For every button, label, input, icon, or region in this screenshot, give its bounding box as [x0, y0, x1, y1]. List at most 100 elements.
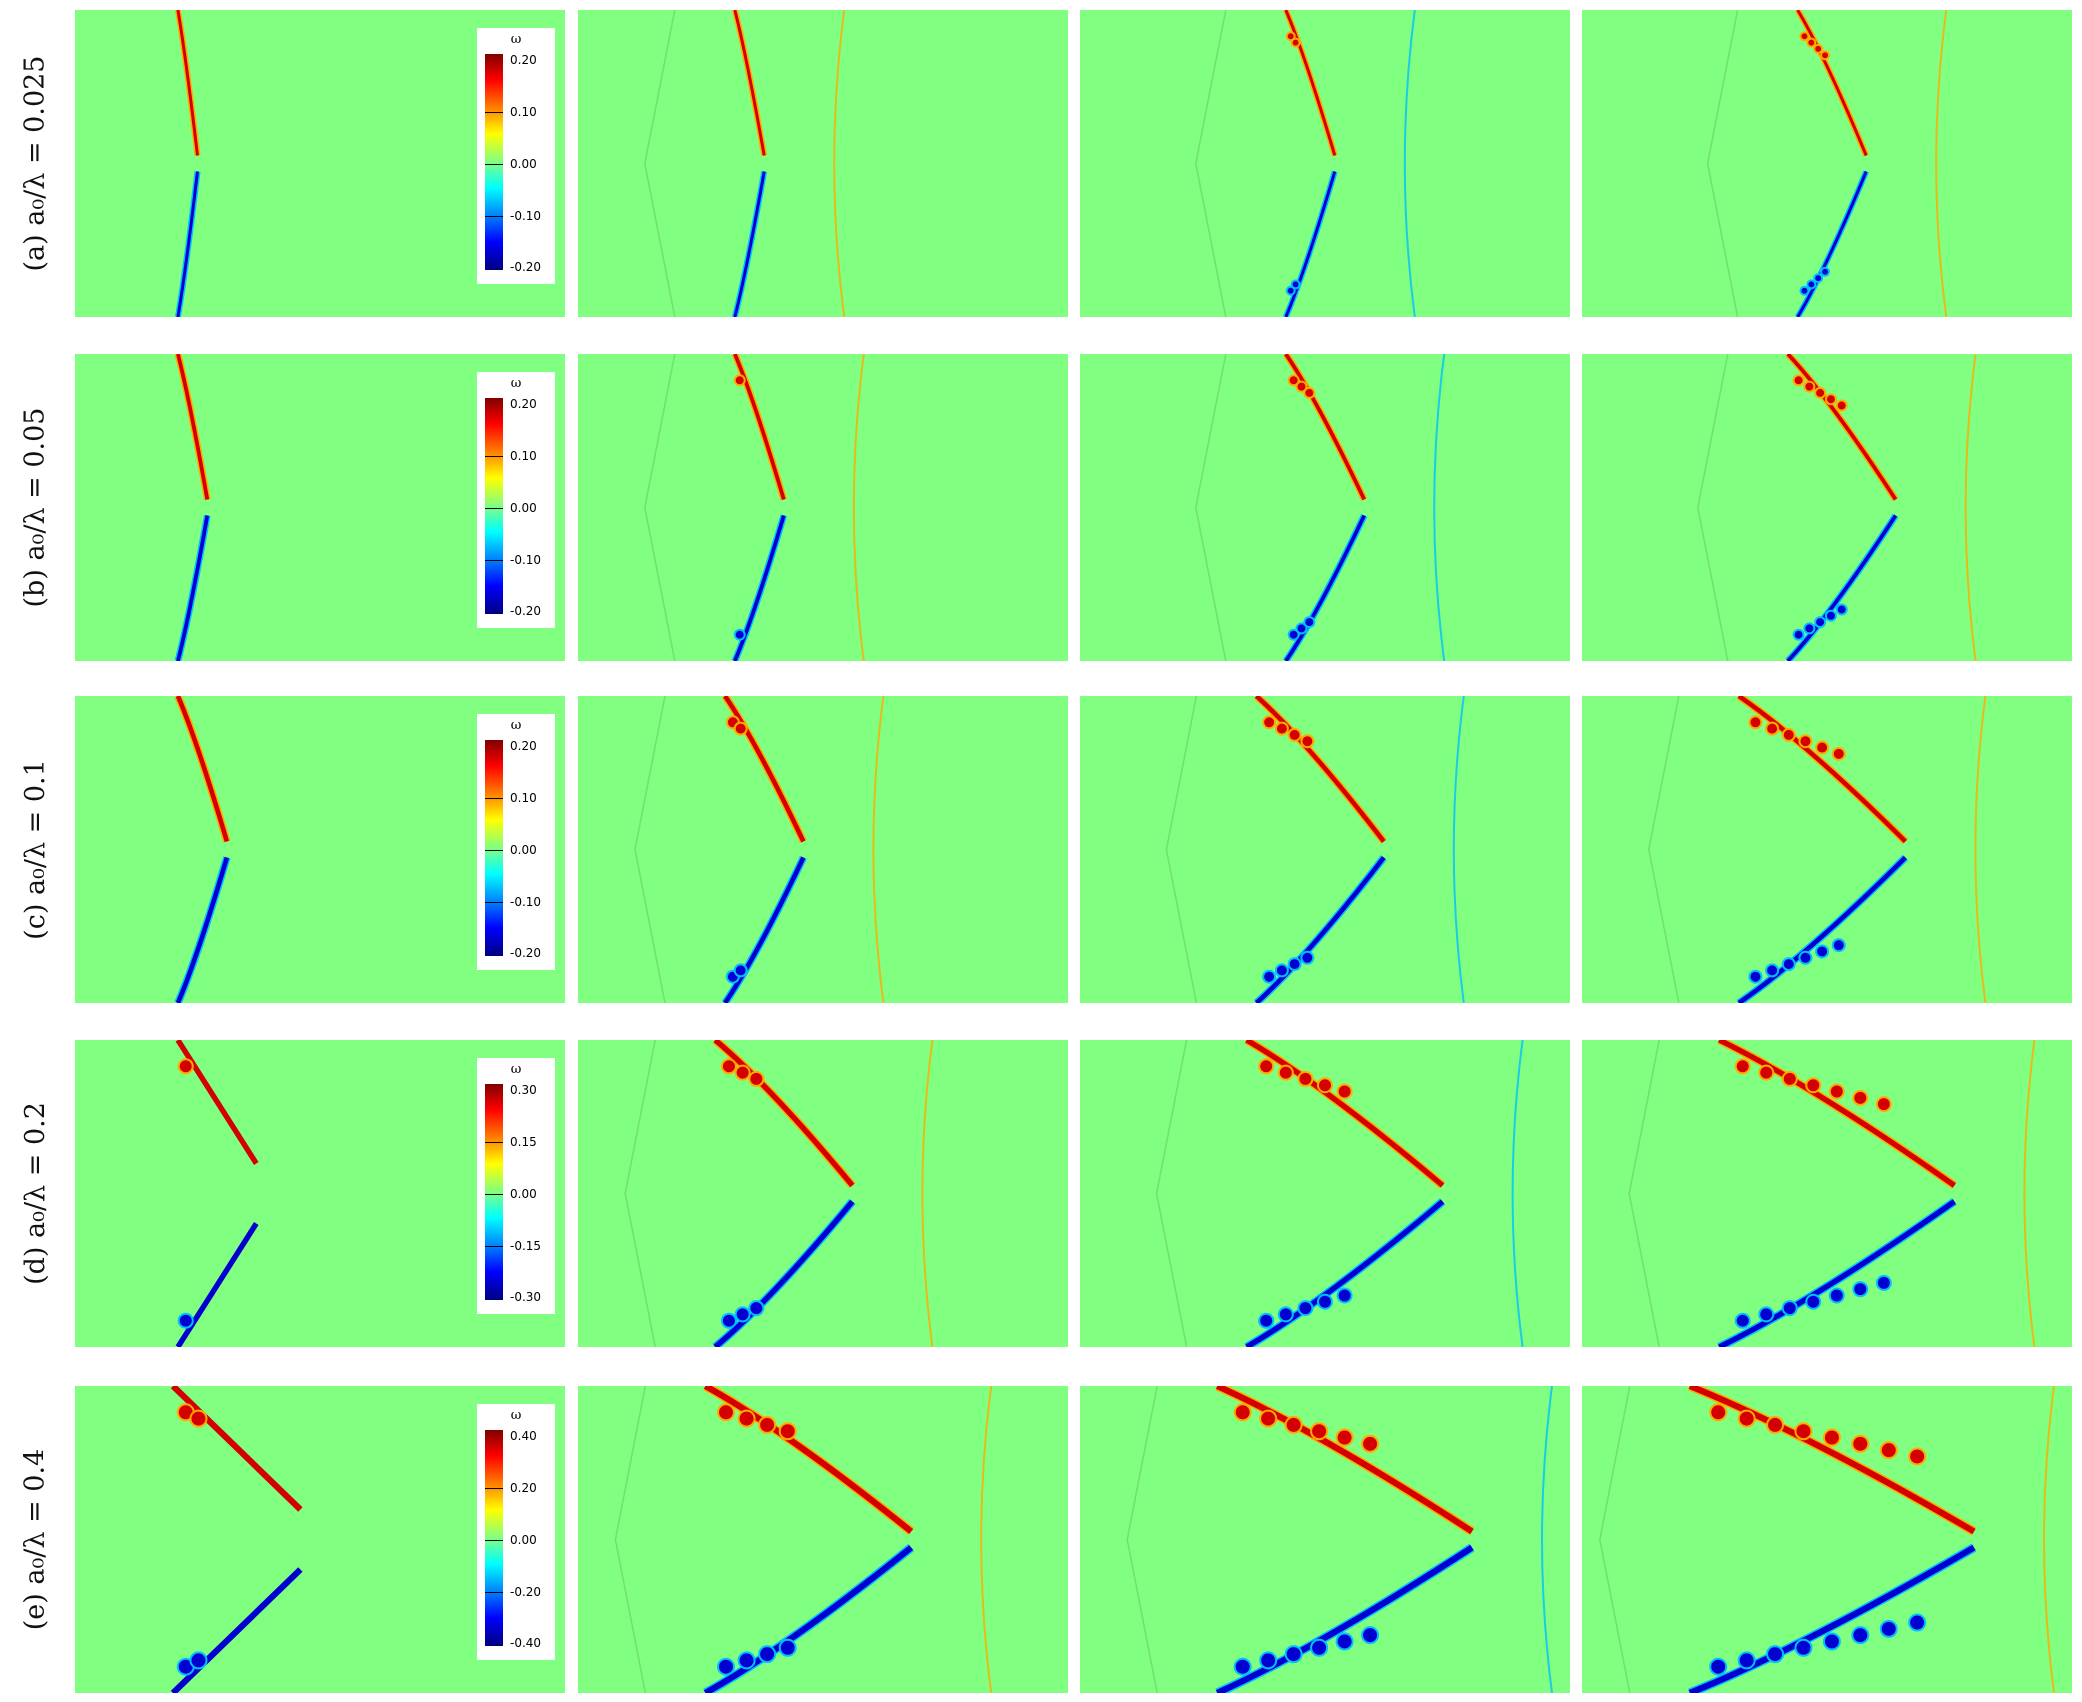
- vortex-positive: [1851, 1434, 1870, 1453]
- vortex-negative: [1803, 622, 1816, 635]
- colorbar-tick-label: -0.15: [510, 1238, 542, 1253]
- vortex-positive: [1765, 721, 1780, 736]
- colorbar-tick-label: -0.30: [510, 1290, 542, 1305]
- panel-d-1: ω 0.30 0.15 0.00 -0.15 -0.30: [75, 1040, 565, 1347]
- vortex-negative: [1908, 1613, 1927, 1632]
- vortex-positive: [1287, 727, 1302, 742]
- vortex-negative: [1794, 1638, 1813, 1657]
- vorticity-field: [614, 1386, 993, 1693]
- colorbar-tick-label: 0.10: [510, 448, 537, 463]
- vortex-negative: [1748, 969, 1763, 984]
- colorbar-tick-label: 0.20: [510, 53, 537, 67]
- panel-a-3: [1080, 10, 1570, 317]
- vortex-negative: [733, 963, 748, 978]
- vortex-positive: [1259, 1409, 1278, 1428]
- interface-top: [713, 1040, 855, 1188]
- transmitted-shock: [872, 696, 885, 1003]
- interface-top: [723, 696, 806, 843]
- vorticity-field: [175, 1040, 259, 1347]
- vortex-negative: [1277, 1306, 1294, 1323]
- panel-a-1: ω 0.20 0.10 0.00 -0.10 -0.20: [75, 10, 565, 317]
- transmitted-shock: [1433, 354, 1446, 661]
- colorbar-tick-line: [485, 1245, 503, 1247]
- vorticity-field: [174, 696, 231, 1003]
- colorbar-tick-label: 0.00: [510, 842, 537, 857]
- shock-line: [1706, 10, 1739, 317]
- vortex-positive: [1317, 1077, 1333, 1094]
- vortex-negative: [1297, 1300, 1314, 1317]
- vortex-negative: [1879, 1619, 1898, 1638]
- panel-d-4: [1582, 1040, 2072, 1347]
- row-label-e: (e) a₀/λ = 0.4: [0, 1386, 70, 1693]
- shock-line: [1697, 354, 1729, 661]
- shock-line: [1195, 10, 1227, 317]
- colorbar-gradient: [485, 54, 503, 270]
- colorbar-gradient: [485, 1430, 503, 1646]
- vortex-negative: [1734, 1312, 1751, 1329]
- colorbar-tick-line: [485, 455, 503, 457]
- vortex-negative: [1875, 1274, 1892, 1291]
- vortex-positive: [1799, 31, 1810, 42]
- colorbar-tick-line: [485, 797, 503, 799]
- vortex-negative: [1259, 1651, 1278, 1670]
- vorticity-field: [624, 1040, 934, 1347]
- interface-bottom: [723, 856, 806, 1003]
- vortex-negative: [1851, 1626, 1870, 1645]
- interface-bottom: [1284, 514, 1366, 661]
- interface-top: [1284, 354, 1366, 501]
- interface-top: [175, 696, 230, 843]
- row-label-text: (e) a₀/λ = 0.4: [19, 1448, 51, 1631]
- shock-line: [614, 1386, 647, 1693]
- vortex-positive: [737, 1409, 756, 1428]
- colorbar-tick-label: -0.40: [510, 1636, 542, 1651]
- vortex-negative: [1814, 616, 1827, 629]
- vortex-positive: [1361, 1434, 1380, 1453]
- vortex-positive: [1852, 1089, 1869, 1106]
- vortex-positive: [1831, 746, 1846, 761]
- colorbar-tick-label: 0.20: [510, 1480, 537, 1495]
- vortex-positive: [1297, 1070, 1314, 1087]
- vortex-positive: [1290, 37, 1301, 48]
- transmitted-shock: [1403, 10, 1416, 317]
- interface-bottom: [703, 1545, 914, 1693]
- vortex-negative: [1258, 1312, 1275, 1329]
- colorbar-tick-label: -0.20: [510, 604, 542, 619]
- shock-line: [1155, 1040, 1188, 1347]
- vorticity-field: [634, 696, 885, 1003]
- colorbar-tick-label: -0.10: [510, 208, 542, 223]
- vortex-positive: [1284, 1415, 1303, 1434]
- vortex-negative: [1303, 616, 1316, 629]
- interface-top: [1245, 1040, 1445, 1188]
- vortex-negative: [1285, 285, 1296, 296]
- vortex-positive: [1794, 1422, 1813, 1441]
- vortex-positive: [734, 1064, 751, 1081]
- interface-bottom: [1284, 171, 1337, 317]
- vortex-negative: [1815, 944, 1830, 959]
- interface-bottom: [1254, 856, 1386, 1003]
- vortex-negative: [748, 1300, 765, 1317]
- colorbar-tick-line: [485, 559, 503, 561]
- vortex-positive: [1258, 1058, 1275, 1075]
- colorbar-tick-line: [485, 901, 503, 903]
- vortex-negative: [1758, 1306, 1775, 1323]
- row-label-text: (c) a₀/λ = 0.1: [19, 759, 51, 940]
- colorbar-tick-label: -0.10: [510, 552, 542, 567]
- interface-top: [175, 1040, 259, 1165]
- colorbar-tick-label: 0.40: [510, 1429, 537, 1443]
- interface-bottom: [733, 171, 766, 317]
- vorticity-field: [174, 10, 201, 317]
- colorbar-tick-label: 0.20: [510, 397, 537, 411]
- vortex-positive: [778, 1422, 797, 1441]
- colorbar-tick-label: 0.00: [510, 1532, 537, 1547]
- vortex-positive: [1262, 715, 1277, 730]
- vorticity-field: [644, 354, 865, 661]
- interface-bottom: [176, 515, 210, 661]
- vortex-negative: [189, 1651, 208, 1670]
- vorticity-field: [1706, 10, 1948, 317]
- interface-top: [733, 354, 786, 501]
- interface-bottom: [1215, 1544, 1474, 1693]
- vortex-negative: [1792, 628, 1805, 641]
- interface-bottom: [1688, 1544, 1976, 1693]
- panel-d-3: [1080, 1040, 1570, 1347]
- vortex-negative: [1852, 1281, 1869, 1298]
